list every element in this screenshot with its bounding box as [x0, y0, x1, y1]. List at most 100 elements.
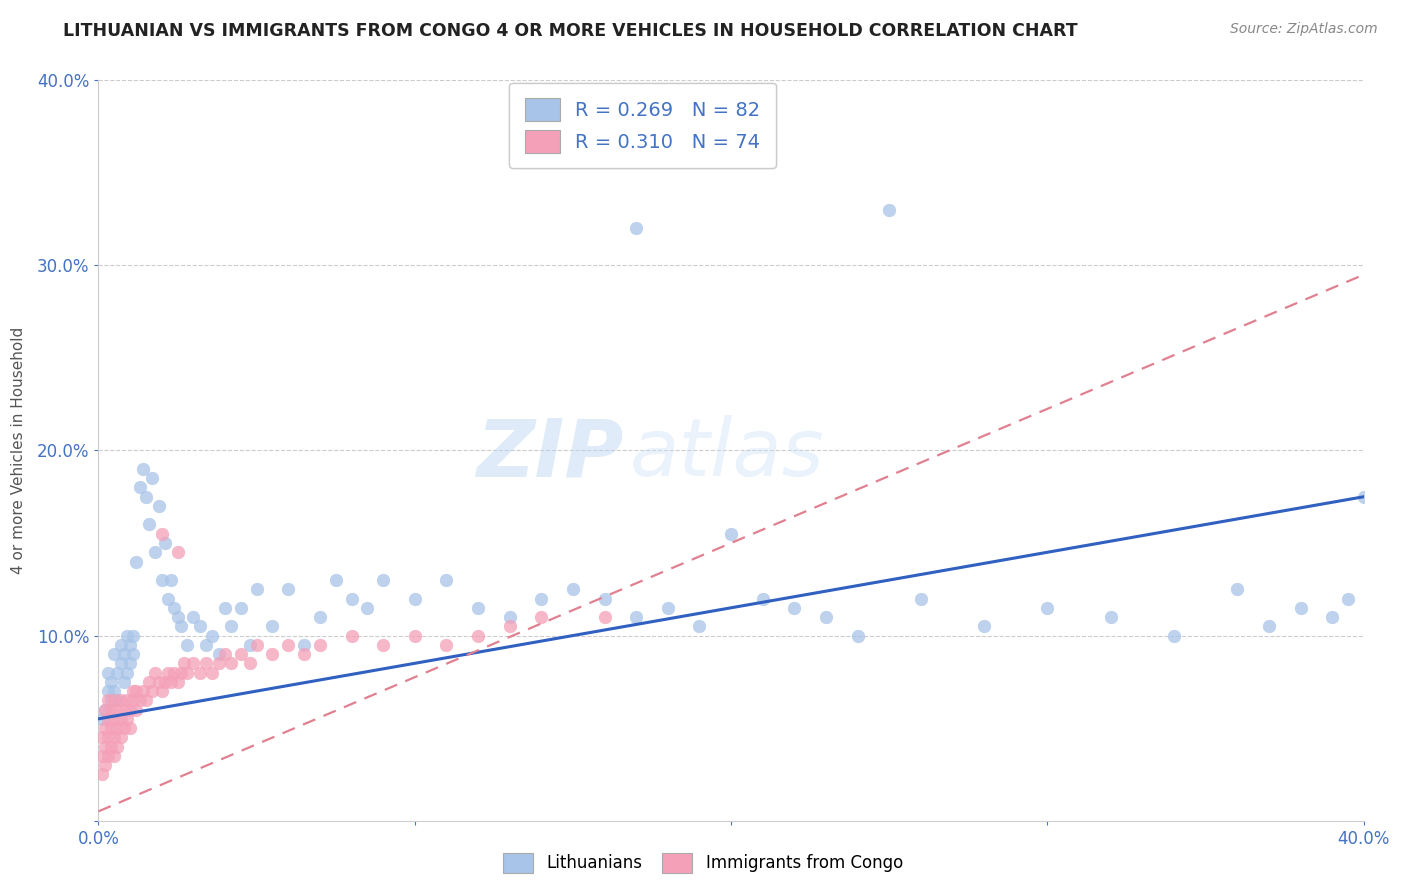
Point	[93, 703, 117, 717]
Point	[107, 703, 129, 717]
Point	[148, 499, 170, 513]
Point	[166, 545, 188, 559]
Point	[107, 721, 129, 735]
Point	[973, 619, 995, 633]
Point	[141, 684, 163, 698]
Point	[93, 721, 117, 735]
Point	[103, 693, 125, 707]
Point	[877, 202, 900, 217]
Point	[340, 591, 363, 606]
Point	[498, 619, 520, 633]
Point	[100, 674, 122, 689]
Point	[229, 647, 252, 661]
Point	[107, 739, 129, 754]
Point	[138, 674, 160, 689]
Point	[229, 600, 252, 615]
Point	[110, 693, 132, 707]
Text: LITHUANIAN VS IMMIGRANTS FROM CONGO 4 OR MORE VEHICLES IN HOUSEHOLD CORRELATION : LITHUANIAN VS IMMIGRANTS FROM CONGO 4 OR…	[63, 22, 1078, 40]
Point	[97, 712, 120, 726]
Point	[160, 674, 183, 689]
Point	[103, 712, 125, 726]
Point	[214, 600, 236, 615]
Point	[145, 665, 166, 680]
Point	[93, 703, 117, 717]
Point	[657, 600, 679, 615]
Point	[201, 665, 224, 680]
Point	[115, 665, 138, 680]
Point	[593, 610, 616, 624]
Point	[404, 591, 426, 606]
Point	[112, 721, 135, 735]
Point	[112, 647, 135, 661]
Point	[371, 573, 394, 587]
Point	[157, 591, 180, 606]
Point	[1163, 628, 1185, 642]
Point	[436, 638, 458, 652]
Point	[100, 721, 122, 735]
Point	[783, 600, 806, 615]
Point	[498, 610, 520, 624]
Point	[169, 665, 191, 680]
Point	[125, 554, 148, 569]
Point	[356, 600, 378, 615]
Point	[183, 610, 205, 624]
Point	[814, 610, 837, 624]
Point	[194, 638, 218, 652]
Point	[624, 221, 647, 235]
Point	[183, 657, 205, 671]
Point	[120, 721, 141, 735]
Point	[262, 647, 284, 661]
Point	[467, 600, 489, 615]
Point	[90, 731, 112, 745]
Point	[97, 665, 120, 680]
Point	[90, 712, 112, 726]
Point	[138, 517, 160, 532]
Point	[188, 665, 211, 680]
Point	[201, 628, 224, 642]
Point	[277, 638, 299, 652]
Point	[100, 703, 122, 717]
Point	[150, 573, 173, 587]
Point	[125, 684, 148, 698]
Text: ZIP: ZIP	[477, 415, 623, 493]
Point	[169, 619, 191, 633]
Point	[112, 674, 135, 689]
Point	[110, 712, 132, 726]
Text: atlas: atlas	[630, 415, 825, 493]
Point	[97, 748, 120, 763]
Point	[1036, 600, 1059, 615]
Point	[135, 693, 157, 707]
Point	[593, 591, 616, 606]
Point	[309, 638, 332, 652]
Point	[246, 638, 269, 652]
Point	[135, 490, 157, 504]
Point	[910, 591, 932, 606]
Point	[100, 739, 122, 754]
Point	[110, 657, 132, 671]
Point	[173, 657, 195, 671]
Point	[292, 638, 315, 652]
Point	[120, 657, 141, 671]
Point	[122, 628, 145, 642]
Point	[128, 481, 150, 495]
Point	[160, 573, 183, 587]
Point	[1322, 610, 1344, 624]
Point	[115, 712, 138, 726]
Point	[110, 638, 132, 652]
Point	[1289, 600, 1312, 615]
Point	[115, 628, 138, 642]
Point	[219, 657, 243, 671]
Point	[93, 739, 117, 754]
Point	[277, 582, 299, 597]
Point	[624, 610, 647, 624]
Point	[90, 767, 112, 781]
Point	[1099, 610, 1122, 624]
Point	[153, 536, 176, 550]
Point	[166, 610, 188, 624]
Point	[132, 462, 155, 476]
Point	[107, 665, 129, 680]
Point	[530, 591, 553, 606]
Point	[141, 471, 163, 485]
Point	[145, 545, 166, 559]
Point	[97, 731, 120, 745]
